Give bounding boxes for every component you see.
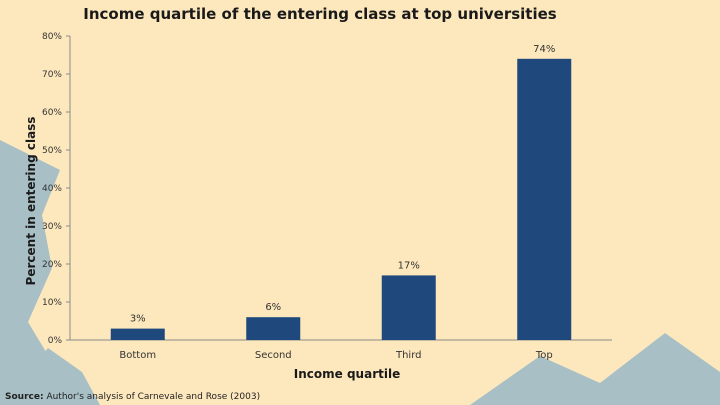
source-prefix: Source: [5,392,44,402]
x-axis-label: Income quartile [294,367,400,381]
background-shape-left [0,140,60,405]
bar-top [517,58,572,341]
category-label: Second [255,350,292,361]
background-shape-bottom-right [470,333,720,405]
y-tick-label: 60% [42,108,62,118]
y-tick-label: 20% [42,260,62,270]
y-tick-label: 70% [42,70,62,80]
data-label: 17% [398,260,420,271]
data-label: 6% [265,302,281,313]
y-tick-label: 30% [42,222,62,232]
data-label: 74% [533,44,555,55]
category-label: Bottom [119,350,156,361]
y-tick-label: 80% [42,32,62,42]
category-label: Top [535,350,553,361]
source-note: Source: Author's analysis of Carnevale a… [5,392,260,402]
bar-second [246,317,301,340]
source-text: Author's analysis of Carnevale and Rose … [46,392,261,402]
bars [110,58,572,341]
y-tick-label: 40% [42,184,62,194]
y-tick-label: 0% [48,336,63,346]
y-ticks: 0% 10% 20% 30% 40% 50% 60% 70% 80% [42,32,70,346]
y-tick-label: 10% [42,298,62,308]
y-tick-label: 50% [42,146,62,156]
category-label: Third [395,350,422,361]
data-labels: 3% 6% 17% 74% [130,44,556,325]
y-axis-label: Percent in entering class [24,117,38,286]
data-label: 3% [130,314,146,325]
bar-bottom [110,328,165,340]
bar-third [381,275,436,340]
category-labels: Bottom Second Third Top [119,350,552,361]
chart-title: Income quartile of the entering class at… [83,5,557,23]
background-shape-bottom-left [0,348,100,405]
